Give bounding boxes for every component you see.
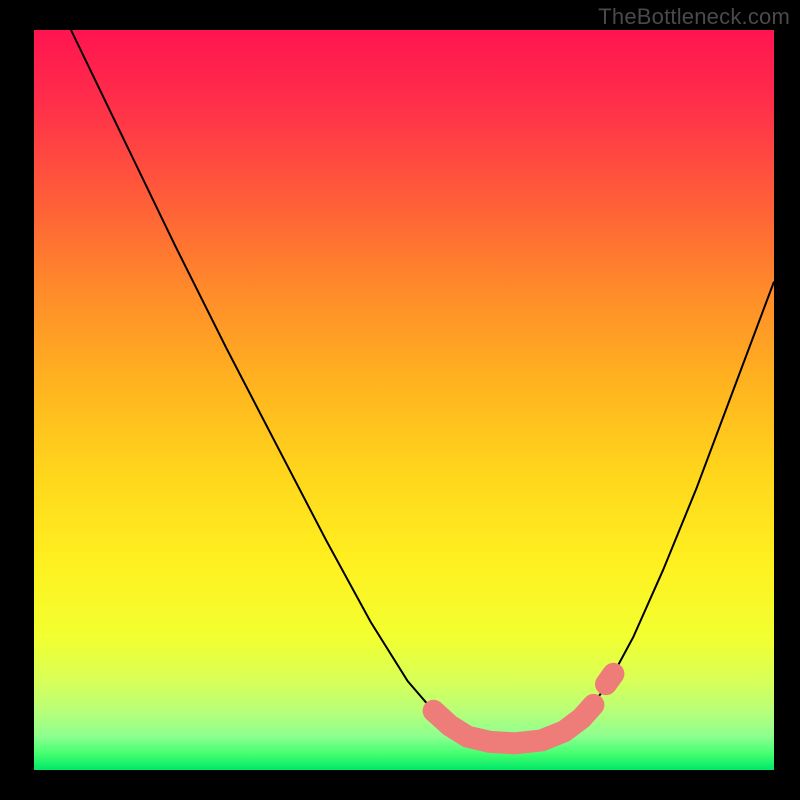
watermark-text: TheBottleneck.com xyxy=(598,4,790,30)
chart-stage: TheBottleneck.com xyxy=(0,0,800,800)
bottleneck-chart xyxy=(0,0,800,800)
gradient-plot-area xyxy=(34,30,774,770)
optimal-zone-highlight-dot xyxy=(606,674,613,684)
